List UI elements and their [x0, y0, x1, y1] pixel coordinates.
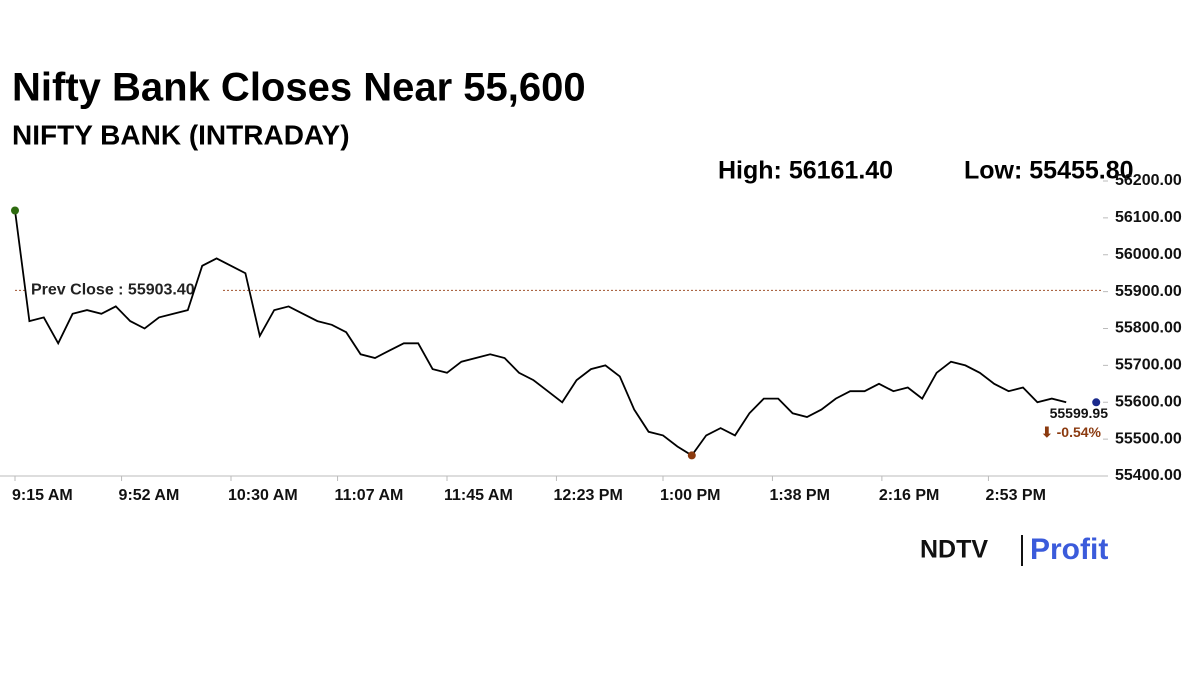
- x-tick-label: 11:07 AM: [335, 487, 404, 504]
- x-tick-label: 2:53 PM: [985, 487, 1045, 504]
- y-tick-label: 56000.00: [1115, 246, 1182, 263]
- y-tick-label: 55500.00: [1115, 430, 1182, 447]
- chart-subtitle: NIFTY BANK (INTRADAY): [12, 119, 350, 150]
- x-tick-label: 9:52 AM: [119, 487, 180, 504]
- price-line: [14, 210, 1067, 457]
- x-tick-label: 1:38 PM: [769, 487, 829, 504]
- x-tick-label: 2:16 PM: [879, 487, 939, 504]
- logo-ndtv: NDTV: [920, 536, 988, 564]
- low-annotation: Low: 55455.80: [964, 157, 1134, 185]
- x-tick-label: 9:15 AM: [12, 487, 73, 504]
- y-tick-label: 55900.00: [1115, 283, 1182, 300]
- start-marker: [11, 206, 19, 215]
- x-tick-label: 12:23 PM: [553, 487, 622, 504]
- y-tick-label: 55800.00: [1115, 320, 1182, 337]
- end-marker: [1092, 398, 1101, 407]
- x-tick-label: 11:45 AM: [444, 487, 513, 504]
- x-tick-label: 10:30 AM: [228, 487, 298, 504]
- y-tick-label: 55700.00: [1115, 357, 1182, 374]
- prev-close-label: Prev Close : 55903.40: [31, 282, 195, 299]
- prev-close-bg: [26, 279, 222, 302]
- logo-profit: Profit: [1030, 533, 1108, 566]
- high-annotation: High: 56161.40: [718, 157, 893, 185]
- x-tick-label: 1:00 PM: [660, 487, 720, 504]
- chart-title: Nifty Bank Closes Near 55,600: [12, 66, 586, 110]
- low-marker: [687, 451, 696, 460]
- y-tick-label: 55600.00: [1115, 393, 1182, 410]
- change-label: ⬇ -0.54%: [1041, 424, 1102, 440]
- y-tick-label: 56100.00: [1115, 209, 1182, 226]
- y-tick-label: 55400.00: [1115, 467, 1182, 484]
- last-value-label: 55599.95: [1050, 405, 1109, 421]
- y-tick-label: 56200.00: [1115, 172, 1182, 189]
